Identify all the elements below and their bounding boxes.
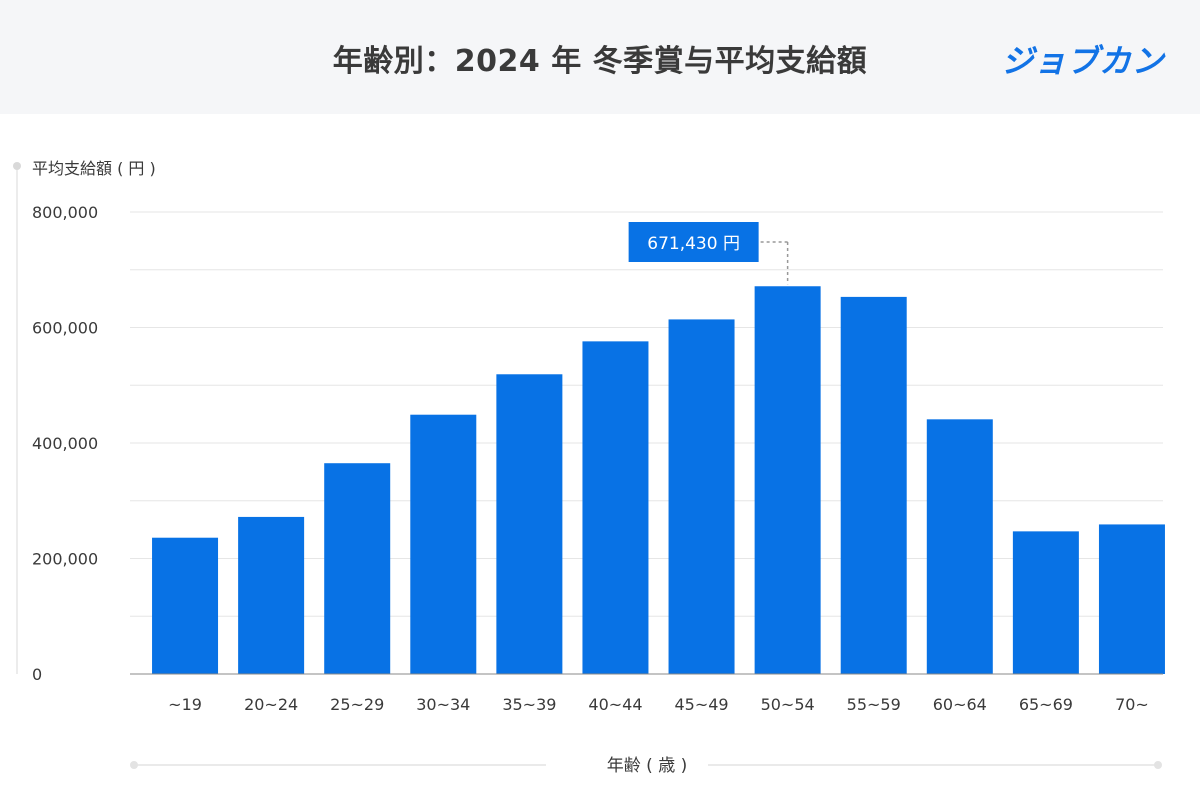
x-tick-labels: ~19 20~24 25~29 30~34 35~39 40~44 45~49 50~54 55… bbox=[168, 695, 1149, 714]
jobcan-logo: ジョブカン bbox=[1001, 42, 1164, 80]
chart-title: 年齢別：2024 年 冬季賞与平均支給額 bbox=[332, 44, 868, 79]
y-tick-label: 400,000 bbox=[32, 434, 98, 453]
x-tick-label: 55~59 bbox=[847, 695, 901, 714]
chart-header: 年齢別：2024 年 冬季賞与平均支給額 ジョブカン bbox=[0, 0, 1200, 114]
bar-60~64 bbox=[926, 419, 993, 674]
bar-35~39 bbox=[496, 374, 563, 674]
bar-55~59 bbox=[840, 296, 907, 674]
bar-50~54 bbox=[754, 286, 821, 674]
x-axis-label: 年齢 ( 歳 ) bbox=[607, 756, 687, 776]
x-tick-label: 65~69 bbox=[1019, 695, 1073, 714]
y-tick-label: 200,000 bbox=[32, 550, 98, 569]
callout-value-label: 671,430 円 bbox=[647, 234, 740, 254]
bars bbox=[152, 286, 1165, 674]
x-axis-dot-left bbox=[130, 761, 138, 769]
x-tick-label: 35~39 bbox=[502, 695, 556, 714]
value-callout: 671,430 円 bbox=[628, 222, 789, 285]
x-tick-label: 50~54 bbox=[761, 695, 815, 714]
x-tick-label: 45~49 bbox=[674, 695, 728, 714]
x-tick-label: 30~34 bbox=[416, 695, 470, 714]
bar-~19 bbox=[152, 537, 219, 674]
bar-40~44 bbox=[582, 341, 649, 674]
y-axis-label: 平均支給額 ( 円 ) bbox=[32, 159, 156, 178]
x-tick-label: 70~ bbox=[1115, 695, 1149, 714]
callout-box bbox=[628, 222, 759, 262]
bar-30~34 bbox=[410, 414, 477, 674]
x-tick-label: 25~29 bbox=[330, 695, 384, 714]
x-tick-label: 20~24 bbox=[244, 695, 298, 714]
x-tick-label: ~19 bbox=[168, 695, 202, 714]
bar-65~69 bbox=[1012, 531, 1079, 674]
bar-20~24 bbox=[238, 516, 305, 674]
y-axis-dot bbox=[13, 162, 21, 170]
y-tick-label: 800,000 bbox=[32, 203, 98, 222]
y-tick-label: 600,000 bbox=[32, 319, 98, 338]
y-tick-label: 0 bbox=[32, 665, 42, 684]
bar-25~29 bbox=[324, 463, 391, 674]
bar-70~ bbox=[1098, 524, 1165, 674]
bar-45~49 bbox=[668, 319, 735, 674]
x-tick-label: 40~44 bbox=[588, 695, 642, 714]
y-tick-labels: 0 200,000 400,000 600,000 800,000 bbox=[32, 203, 98, 684]
x-axis-dot-right bbox=[1154, 761, 1162, 769]
x-tick-label: 60~64 bbox=[933, 695, 987, 714]
